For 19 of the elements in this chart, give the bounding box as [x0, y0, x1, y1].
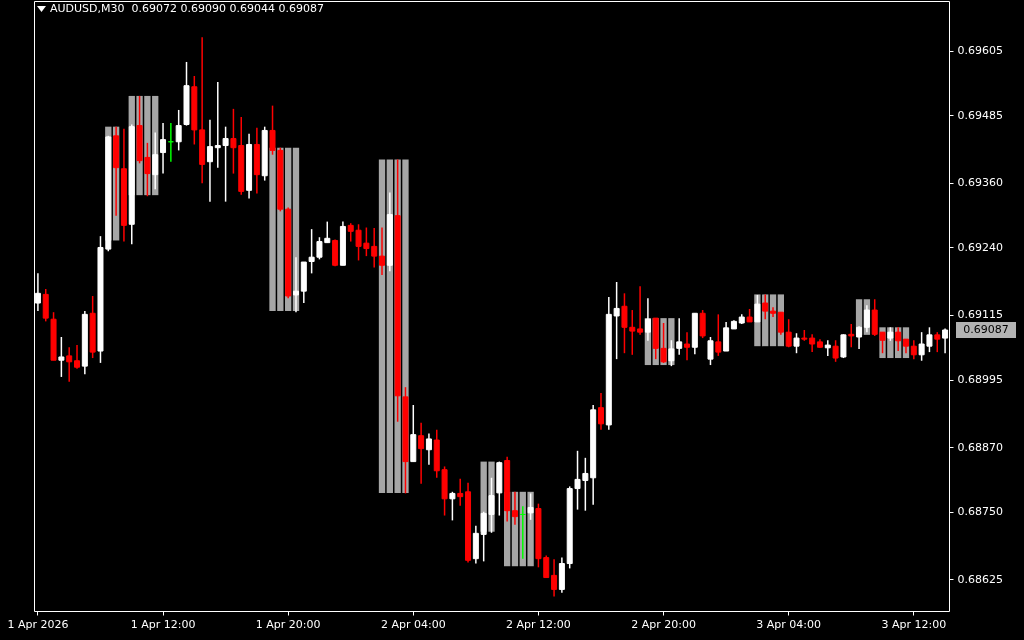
- x-tick-label: 3 Apr 04:00: [756, 617, 822, 631]
- y-tick-label: 0.69360: [957, 176, 1003, 190]
- y-tick-label: 0.69240: [957, 240, 1003, 254]
- text: 0.69087: [963, 323, 1009, 336]
- y-tick-label: 0.68750: [957, 505, 1003, 519]
- y-tick-label: 0.68625: [957, 572, 1003, 586]
- x-tick-label: 1 Apr 12:00: [130, 617, 196, 631]
- y-tick-label: 0.68870: [957, 440, 1003, 454]
- x-tick-label: 3 Apr 12:00: [881, 617, 947, 631]
- x-tick-label: 1 Apr 2026: [7, 617, 69, 631]
- y-tick-label: 0.69485: [957, 108, 1003, 122]
- y-tick-label: 0.69605: [957, 44, 1003, 58]
- y-tick-label: 0.69115: [957, 308, 1003, 322]
- x-tick-label: 1 Apr 20:00: [255, 617, 321, 631]
- x-tick-label: 2 Apr 20:00: [631, 617, 696, 631]
- y-tick-label: 0.68995: [957, 373, 1003, 387]
- chart-title: AUDUSD,M30 0.69072 0.69090 0.69044 0.69087: [50, 2, 324, 15]
- x-tick-label: 2 Apr 04:00: [380, 617, 446, 631]
- x-tick-label: 2 Apr 12:00: [506, 617, 571, 631]
